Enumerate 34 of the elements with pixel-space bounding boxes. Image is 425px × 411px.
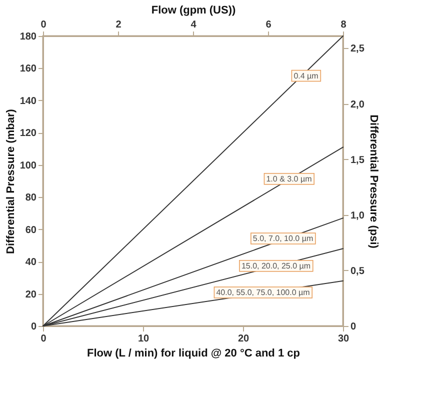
x-tick-label: 0 bbox=[40, 334, 47, 344]
y2-tick-label: 1,5 bbox=[350, 154, 365, 166]
y-tick-label: 160 bbox=[20, 64, 37, 75]
x2-tick-label: 0 bbox=[40, 20, 47, 30]
y-tick-label: 40 bbox=[25, 257, 37, 268]
x-tick-label: 30 bbox=[338, 334, 350, 344]
y-axis-title: Differential Pressure (mbar) bbox=[4, 108, 17, 254]
y-tick-label: 140 bbox=[20, 96, 37, 107]
x-axis-title: Flow (L / min) for liquid @ 20 °C and 1 cp bbox=[87, 348, 300, 360]
x2-tick-label: 2 bbox=[116, 20, 122, 30]
y-tick-label: 20 bbox=[25, 289, 37, 300]
y-tick-label: 0 bbox=[30, 322, 37, 332]
annotation: 0.4 µm bbox=[294, 71, 319, 80]
y2-tick-label: 1,0 bbox=[350, 210, 365, 222]
y2-tick-label: 2,0 bbox=[350, 99, 365, 110]
y-tick-label: 180 bbox=[20, 32, 37, 42]
annotation: 40.0, 55.0, 75.0, 100.0 µm bbox=[216, 288, 310, 297]
y2-tick-label: 2,5 bbox=[350, 44, 365, 55]
x2-tick-label: 8 bbox=[340, 20, 347, 30]
y2-tick-label: 0,5 bbox=[350, 266, 365, 277]
annotation: 5.0, 7.0, 10.0 µm bbox=[252, 234, 314, 243]
annotation: 1.0 & 3.0 µm bbox=[266, 174, 312, 184]
y2-tick-label: 0 bbox=[350, 322, 356, 332]
y-tick-label: 120 bbox=[20, 128, 37, 140]
annotation: 15.0, 20.0, 25.0 µm bbox=[241, 261, 311, 270]
y-tick-label: 80 bbox=[25, 192, 37, 204]
y2-axis-title: Differential Pressure (psi) bbox=[367, 114, 380, 249]
x-tick-label: 20 bbox=[238, 334, 250, 344]
x2-tick-label: 4 bbox=[190, 20, 197, 30]
x2-axis-title: Flow (gpm (US)) bbox=[151, 4, 236, 16]
x-tick-label: 10 bbox=[138, 334, 150, 344]
y-tick-label: 60 bbox=[25, 224, 37, 236]
y-tick-label: 100 bbox=[20, 160, 37, 172]
x2-tick-label: 6 bbox=[266, 20, 272, 30]
